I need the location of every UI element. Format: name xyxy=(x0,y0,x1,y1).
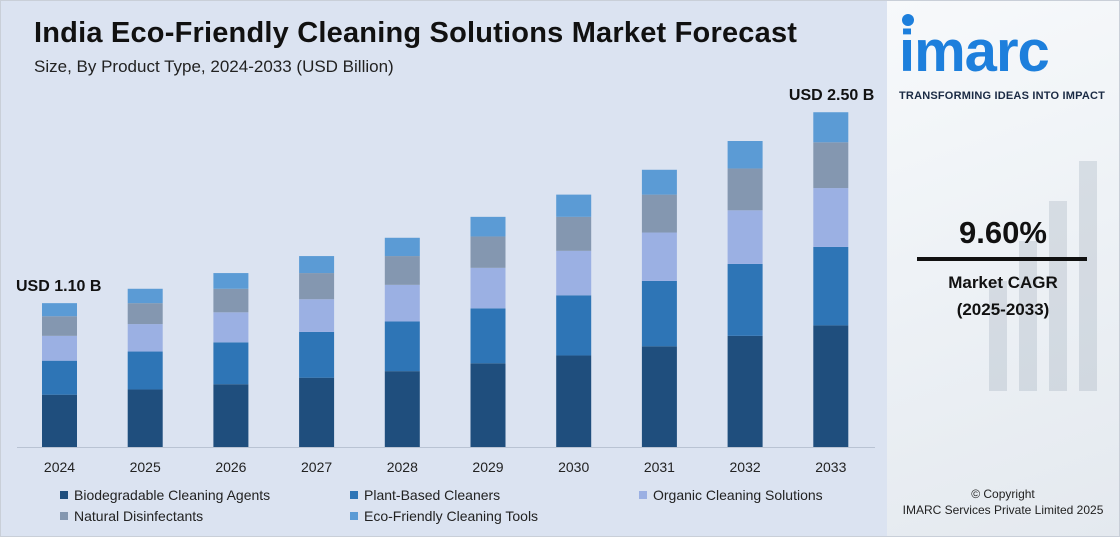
x-tick-label-2031: 2031 xyxy=(644,459,675,475)
bar-segment-2025-3 xyxy=(127,303,163,325)
stacked-bar-chart: 2024 USD 1.10 B 2025 2026 2027 2028 2029 2030 20… xyxy=(16,87,875,475)
legend-item-3: Natural Disinfectants xyxy=(60,508,203,524)
imarc-logo: imarc xyxy=(899,19,1050,84)
bar-segment-2030-0 xyxy=(556,355,592,447)
legend-label: Biodegradable Cleaning Agents xyxy=(74,487,271,503)
bar-segment-2028-0 xyxy=(384,371,420,447)
legend-label: Organic Cleaning Solutions xyxy=(653,487,823,503)
x-tick-label-2032: 2032 xyxy=(730,459,761,475)
copyright-text: © Copyright xyxy=(971,487,1035,501)
legend-label: Plant-Based Cleaners xyxy=(364,487,501,503)
bar-segment-2032-2 xyxy=(727,210,763,264)
cagr-label: Market CAGR xyxy=(948,273,1058,292)
bar-segment-2024-1 xyxy=(42,360,77,395)
legend-label: Natural Disinfectants xyxy=(74,508,204,524)
bar-segment-2033-1 xyxy=(813,246,849,326)
bar-segment-2027-3 xyxy=(299,273,335,300)
legend-swatch xyxy=(60,491,68,499)
legend-item-1: Plant-Based Cleaners xyxy=(350,487,500,503)
legend-swatch xyxy=(639,491,647,499)
logo-dot-icon xyxy=(902,14,914,26)
bar-segment-2026-4 xyxy=(213,273,249,289)
bar-segment-2032-4 xyxy=(727,141,763,169)
bar-segment-2033-0 xyxy=(813,325,849,447)
bar-segment-2024-3 xyxy=(42,316,77,336)
bar-segment-2031-3 xyxy=(641,194,677,233)
bar-segment-2030-1 xyxy=(556,295,592,356)
bar-segment-2033-2 xyxy=(813,188,849,247)
bar-segment-2027-2 xyxy=(299,299,335,332)
bar-segment-2029-4 xyxy=(470,216,506,237)
legend-swatch xyxy=(60,512,68,520)
chart-panel: India Eco-Friendly Cleaning Solutions Ma… xyxy=(1,1,887,536)
x-tick-label-2024: 2024 xyxy=(44,459,75,475)
bar-segment-2025-1 xyxy=(127,351,163,390)
bar-segment-2024-2 xyxy=(42,335,77,361)
bar-segment-2032-1 xyxy=(727,263,763,336)
bar-segment-2027-0 xyxy=(299,377,335,447)
bar-segment-2027-1 xyxy=(299,331,335,378)
bar-segment-2029-2 xyxy=(470,267,506,309)
legend-item-2: Organic Cleaning Solutions xyxy=(639,487,823,503)
bar-segment-2031-2 xyxy=(641,232,677,281)
total-label-2033: USD 2.50 B xyxy=(789,87,874,104)
total-label-2024: USD 1.10 B xyxy=(16,278,101,295)
bar-segment-2033-4 xyxy=(813,112,849,143)
bar-segment-2030-4 xyxy=(556,194,592,217)
legend-item-0: Biodegradable Cleaning Agents xyxy=(60,487,270,503)
x-tick-label-2033: 2033 xyxy=(815,459,846,475)
bar-segment-2029-1 xyxy=(470,308,506,364)
bar-segment-2029-0 xyxy=(470,363,506,447)
bar-segment-2026-0 xyxy=(213,384,249,447)
bar-segment-2032-3 xyxy=(727,168,763,211)
legend-label: Eco-Friendly Cleaning Tools xyxy=(364,508,539,524)
x-tick-label-2029: 2029 xyxy=(472,459,503,475)
cagr-divider xyxy=(917,257,1087,261)
bar-segment-2031-1 xyxy=(641,280,677,347)
bar-segment-2030-2 xyxy=(556,250,592,296)
chart-title: India Eco-Friendly Cleaning Solutions Ma… xyxy=(34,17,798,49)
bar-segment-2031-4 xyxy=(641,169,677,195)
x-tick-label-2027: 2027 xyxy=(301,459,332,475)
bar-segment-2024-0 xyxy=(42,394,77,447)
bar-segment-2029-3 xyxy=(470,236,506,268)
x-tick-label-2030: 2030 xyxy=(558,459,589,475)
bar-segment-2025-2 xyxy=(127,324,163,352)
legend-item-4: Eco-Friendly Cleaning Tools xyxy=(350,508,538,524)
bar-segment-2028-3 xyxy=(384,256,420,285)
legend-swatch xyxy=(350,491,358,499)
bar-segment-2028-2 xyxy=(384,284,420,322)
x-tick-label-2026: 2026 xyxy=(215,459,246,475)
cagr-value: 9.60% xyxy=(959,215,1047,250)
bar-segment-2028-4 xyxy=(384,237,420,257)
bar-segment-2026-2 xyxy=(213,312,249,343)
cagr-period: (2025-2033) xyxy=(956,300,1050,319)
bar-segment-2032-0 xyxy=(727,335,763,447)
company-name: IMARC Services Private Limited 2025 xyxy=(902,503,1104,517)
bar-segment-2026-3 xyxy=(213,288,249,313)
bar-segment-2033-3 xyxy=(813,142,849,189)
legend-swatch xyxy=(350,512,358,520)
decorative-chart-icon xyxy=(989,161,1097,391)
bar-segment-2026-1 xyxy=(213,342,249,385)
bar-segment-2025-4 xyxy=(127,288,163,304)
x-tick-label-2025: 2025 xyxy=(130,459,161,475)
logo-tagline: TRANSFORMING IDEAS INTO IMPACT xyxy=(899,90,1106,102)
bar-segment-2028-1 xyxy=(384,321,420,372)
sidebar-panel: imarc TRANSFORMING IDEAS INTO IMPACT 9.6… xyxy=(887,1,1119,536)
x-tick-label-2028: 2028 xyxy=(387,459,418,475)
bar-segment-2027-4 xyxy=(299,256,335,274)
bar-segment-2030-3 xyxy=(556,216,592,251)
bar-segment-2025-0 xyxy=(127,389,163,447)
bar-segment-2031-0 xyxy=(641,346,677,447)
chart-subtitle: Size, By Product Type, 2024-2033 (USD Bi… xyxy=(34,57,394,76)
bar-segment-2024-4 xyxy=(42,303,77,317)
